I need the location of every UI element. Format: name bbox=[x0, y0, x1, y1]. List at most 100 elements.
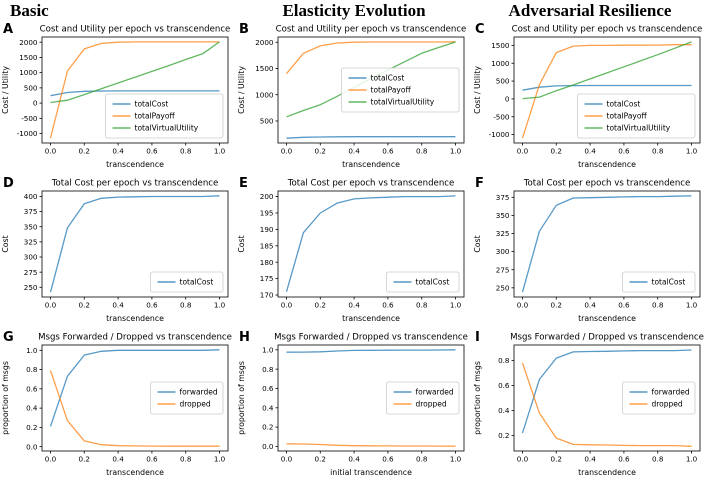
y-tick-label: 180 bbox=[260, 258, 274, 267]
y-tick-label: 2000 bbox=[19, 38, 38, 47]
panel-b-chart: Cost and Utility per epoch vs transcende… bbox=[237, 25, 466, 170]
x-axis-label: transcendence bbox=[106, 160, 164, 169]
x-tick-label: 0.6 bbox=[382, 147, 394, 156]
series-line-forwarded bbox=[49, 349, 220, 427]
x-axis-label: initial transcendence bbox=[330, 468, 412, 477]
y-tick-label: 0.4 bbox=[498, 406, 510, 415]
x-tick-label: 0.0 bbox=[517, 301, 529, 310]
axes-box bbox=[41, 190, 229, 298]
x-tick-label: 1.0 bbox=[450, 455, 462, 464]
axes-box bbox=[513, 190, 701, 298]
axes-box bbox=[41, 36, 229, 144]
x-tick-label: 0.4 bbox=[112, 455, 124, 464]
x-tick-label: 0.4 bbox=[348, 301, 360, 310]
x-tick-label: 0.0 bbox=[45, 301, 57, 310]
series-line-totalPayoff bbox=[521, 44, 692, 139]
y-tick-label: 1500 bbox=[491, 41, 510, 50]
y-tick-label: 0.8 bbox=[262, 365, 274, 374]
x-tick-label: 0.4 bbox=[112, 147, 124, 156]
series-line-dropped bbox=[49, 370, 220, 447]
x-axis-label: transcendence bbox=[578, 468, 636, 477]
x-tick-label: 1.0 bbox=[686, 147, 698, 156]
series-line-totalCost bbox=[521, 195, 692, 293]
legend-label-totalPayoff: totalPayoff bbox=[607, 112, 648, 121]
y-tick-label: 350 bbox=[24, 222, 38, 231]
y-tick-label: 2000 bbox=[255, 38, 274, 47]
panel-a-chart: Cost and Utility per epoch vs transcende… bbox=[1, 25, 230, 170]
x-tick-label: 0.2 bbox=[551, 301, 562, 310]
x-tick-label: 0.6 bbox=[146, 301, 158, 310]
y-tick-label: 375 bbox=[496, 193, 510, 202]
y-tick-label: 1500 bbox=[255, 64, 274, 73]
axes-box bbox=[277, 190, 465, 298]
y-tick-label: 195 bbox=[260, 209, 274, 218]
y-tick-label: -500 bbox=[493, 112, 510, 121]
legend-box bbox=[622, 381, 696, 415]
x-tick-label: 0.6 bbox=[146, 455, 158, 464]
x-tick-label: 0.8 bbox=[180, 455, 192, 464]
y-tick-label: 1000 bbox=[491, 59, 510, 68]
y-tick-label: 0 bbox=[505, 95, 510, 104]
y-tick-label: -1000 bbox=[489, 130, 510, 139]
y-tick-label: 325 bbox=[496, 229, 510, 238]
x-tick-label: 0.6 bbox=[618, 455, 630, 464]
y-tick-label: 250 bbox=[496, 283, 510, 292]
axes-box bbox=[277, 344, 465, 452]
series-line-forwarded bbox=[521, 349, 692, 434]
x-tick-label: 0.6 bbox=[146, 147, 158, 156]
y-axis-label: Cost / Utility bbox=[1, 66, 10, 114]
panel-e: E Total Cost per epoch vs transcendence 0.… bbox=[236, 175, 472, 329]
x-tick-label: 1.0 bbox=[450, 301, 462, 310]
y-tick-label: 0.4 bbox=[26, 404, 38, 413]
y-tick-label: 500 bbox=[496, 77, 510, 86]
legend-box bbox=[341, 67, 460, 113]
panel-letter: H bbox=[239, 330, 250, 345]
x-tick-label: 0.4 bbox=[348, 147, 360, 156]
x-tick-label: 0.6 bbox=[382, 301, 394, 310]
x-tick-label: 0.0 bbox=[281, 301, 293, 310]
y-tick-label: 500 bbox=[260, 117, 274, 126]
y-tick-label: 0 bbox=[33, 99, 38, 108]
legend-box bbox=[150, 271, 224, 293]
legend-box bbox=[577, 93, 696, 139]
y-tick-label: 0.8 bbox=[26, 365, 38, 374]
y-tick-label: 300 bbox=[24, 253, 38, 262]
legend-box bbox=[150, 381, 224, 415]
x-tick-label: 0.2 bbox=[551, 147, 562, 156]
panel-d-chart: Total Cost per epoch vs transcendence 0.0… bbox=[1, 179, 229, 323]
y-axis-label: Cost / Utility bbox=[473, 66, 482, 114]
y-tick-label: 1.0 bbox=[26, 346, 38, 355]
x-tick-label: 0.6 bbox=[618, 147, 630, 156]
x-tick-label: 0.8 bbox=[652, 455, 664, 464]
panel-letter: A bbox=[3, 22, 14, 37]
panel-a: A Cost and Utility per epoch vs transcend… bbox=[0, 21, 236, 175]
x-tick-label: 0.4 bbox=[348, 455, 360, 464]
x-tick-label: 0.2 bbox=[79, 301, 90, 310]
chart-title: Total Cost per epoch vs transcendence bbox=[51, 179, 219, 189]
panel-h: H Msgs Forwarded / Dropped vs transcenden… bbox=[236, 329, 472, 483]
y-axis-label: proportion of msgs bbox=[473, 361, 482, 435]
legend-box bbox=[386, 271, 460, 293]
legend-label-totalVirtualUtility: totalVirtualUtility bbox=[607, 124, 671, 133]
panel-e-chart: Total Cost per epoch vs transcendence 0.0… bbox=[237, 179, 465, 323]
series-line-totalCost bbox=[286, 136, 456, 139]
y-tick-label: 175 bbox=[260, 274, 274, 283]
axes-box bbox=[513, 36, 701, 144]
panel-letter: B bbox=[239, 22, 249, 37]
x-tick-label: 0.2 bbox=[315, 147, 326, 156]
y-axis-label: Cost bbox=[1, 235, 10, 252]
x-tick-label: 0.2 bbox=[315, 455, 326, 464]
series-line-forwarded bbox=[286, 349, 456, 353]
x-tick-label: 0.2 bbox=[79, 455, 90, 464]
y-axis-label: proportion of msgs bbox=[1, 361, 10, 435]
y-tick-label: -1000 bbox=[17, 129, 38, 138]
legend-label-totalVirtualUtility: totalVirtualUtility bbox=[371, 98, 435, 107]
column-headers: Basic Elasticity Evolution Adversarial R… bbox=[0, 0, 708, 21]
y-tick-label: 0.2 bbox=[26, 423, 37, 432]
x-tick-label: 0.6 bbox=[382, 455, 394, 464]
x-tick-label: 0.2 bbox=[79, 147, 90, 156]
x-axis-label: transcendence bbox=[106, 468, 164, 477]
panel-g-chart: Msgs Forwarded / Dropped vs transcendenc… bbox=[1, 333, 232, 478]
panel-letter: C bbox=[475, 22, 485, 37]
chart-title: Msgs Forwarded / Dropped vs transcendenc… bbox=[274, 333, 468, 343]
